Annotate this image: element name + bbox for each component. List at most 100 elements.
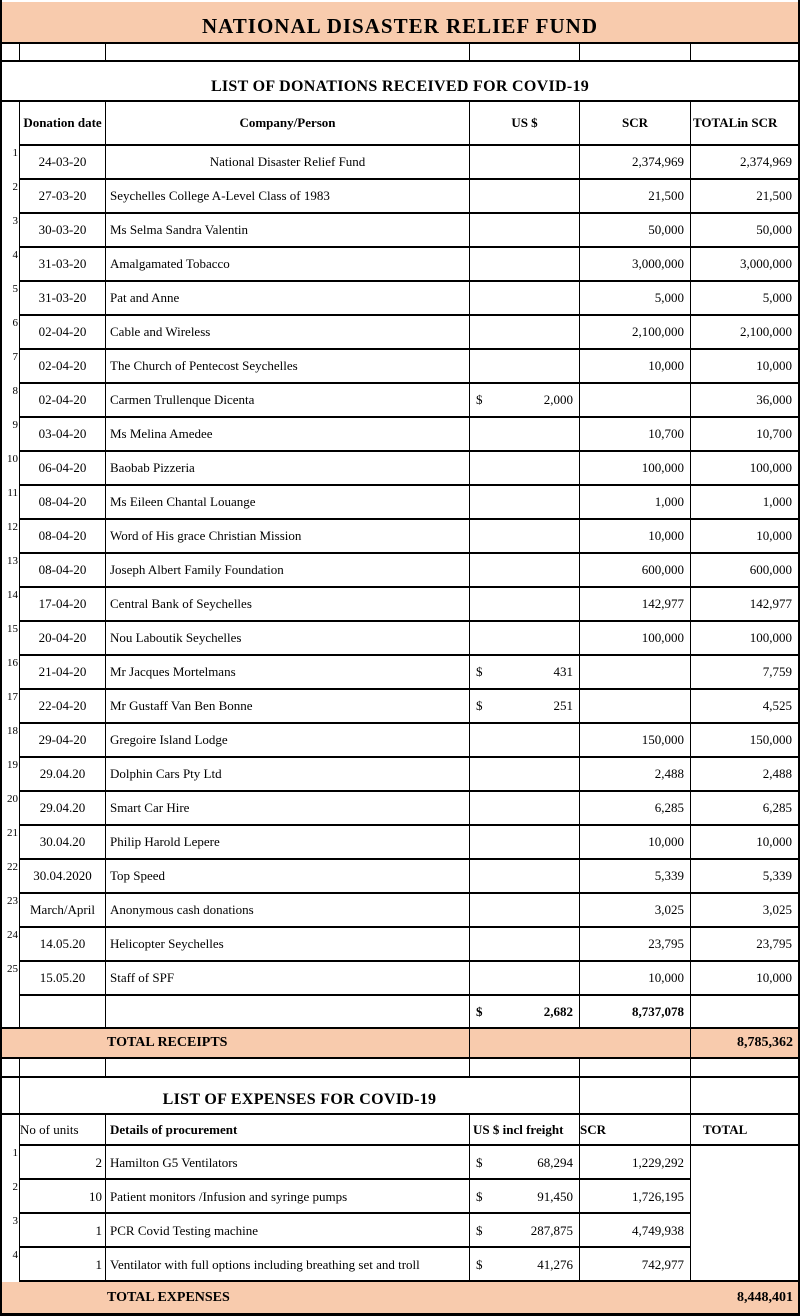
donation-date-cell: 02-04-20 (19, 316, 105, 350)
donation-row: 10 06-04-20 Baobab Pizzeria 100,000 100,000 (2, 452, 798, 486)
total-in-scr-cell: 600,000 (690, 554, 798, 588)
company-cell: Smart Car Hire (105, 792, 469, 826)
donation-date-cell: 27-03-20 (19, 180, 105, 214)
donation-row: 1 24-03-20 National Disaster Relief Fund 2,… (2, 146, 798, 180)
total-in-scr-cell: 142,977 (690, 588, 798, 622)
details-cell: PCR Covid Testing machine (105, 1214, 469, 1248)
donation-row: 11 08-04-20 Ms Eileen Chantal Louange 1,000… (2, 486, 798, 520)
scr-cell: 600,000 (579, 554, 690, 588)
donations-header-row: Donation date Company/Person US $ SCR TO… (2, 102, 798, 146)
donation-row: 17 22-04-20 Mr Gustaff Van Ben Bonne $251 4,… (2, 690, 798, 724)
row-number: 25 (2, 962, 19, 996)
total-receipts-value: 8,785,362 (690, 1029, 798, 1059)
usd-cell (469, 724, 579, 758)
expense-row: 3 1 PCR Covid Testing machine $287,875 4,749… (2, 1214, 798, 1248)
currency-symbol: $ (476, 664, 483, 679)
donation-date-cell: 02-04-20 (19, 350, 105, 384)
date-cell (19, 996, 105, 1029)
donation-date-cell: 02-04-20 (19, 384, 105, 418)
spacer-cell (2, 44, 19, 60)
row-number: 16 (2, 656, 19, 690)
row-number-header (2, 1115, 19, 1146)
row-number: 2 (2, 180, 19, 214)
total-expenses-row: TOTAL EXPENSES 8,448,401 (2, 1282, 798, 1316)
header-total-in-scr: TOTALin SCR (690, 102, 798, 146)
spacer-cell (469, 44, 579, 60)
row-number: 8 (2, 384, 19, 418)
scr-cell: 5,339 (579, 860, 690, 894)
donation-date-cell: 08-04-20 (19, 520, 105, 554)
usd-cell (469, 928, 579, 962)
row-number: 11 (2, 486, 19, 520)
donations-table-body: 1 24-03-20 National Disaster Relief Fund 2,… (2, 146, 798, 996)
usd-cell (469, 282, 579, 316)
units-cell: 10 (19, 1180, 105, 1214)
row-number: 15 (2, 622, 19, 656)
company-cell: Philip Harold Lepere (105, 826, 469, 860)
spacer-cell (19, 1059, 105, 1076)
usd-cell: $91,450 (469, 1180, 579, 1214)
usd-cell: $287,875 (469, 1214, 579, 1248)
company-cell: Top Speed (105, 860, 469, 894)
details-cell: Hamilton G5 Ventilators (105, 1146, 469, 1180)
company-cell: Joseph Albert Family Foundation (105, 554, 469, 588)
scr-cell: 10,700 (579, 418, 690, 452)
donation-date-cell: 30.04.2020 (19, 860, 105, 894)
header-no-of-units: No of units (19, 1115, 105, 1146)
company-cell: Mr Gustaff Van Ben Bonne (105, 690, 469, 724)
donation-date-cell: 14.05.20 (19, 928, 105, 962)
usd-subtotal-cell: $ 2,682 (469, 996, 579, 1029)
row-number: 24 (2, 928, 19, 962)
usd-cell: $68,294 (469, 1146, 579, 1180)
usd-cell (469, 452, 579, 486)
scr-cell: 10,000 (579, 962, 690, 996)
scr-cell: 142,977 (579, 588, 690, 622)
usd-cell (469, 520, 579, 554)
spacer-cell (105, 1059, 469, 1076)
currency-symbol: $ (476, 1003, 483, 1019)
donation-row: 12 08-04-20 Word of His grace Christian Mi… (2, 520, 798, 554)
donation-row: 25 15.05.20 Staff of SPF 10,000 10,000 (2, 962, 798, 996)
scr-cell: 4,749,938 (579, 1214, 690, 1248)
total-in-scr-cell: 100,000 (690, 452, 798, 486)
company-cell: Dolphin Cars Pty Ltd (105, 758, 469, 792)
usd-cell: $431 (469, 656, 579, 690)
spacer-cell (469, 1059, 579, 1076)
total-receipts-row: TOTAL RECEIPTS 8,785,362 (2, 1029, 798, 1059)
usd-cell (469, 248, 579, 282)
company-cell: Helicopter Seychelles (105, 928, 469, 962)
currency-symbol: $ (476, 1189, 483, 1204)
company-cell: Ms Eileen Chantal Louange (105, 486, 469, 520)
usd-value: 68,294 (537, 1155, 573, 1170)
donation-date-cell: 08-04-20 (19, 486, 105, 520)
total-in-scr-cell: 4,525 (690, 690, 798, 724)
usd-cell: $41,276 (469, 1248, 579, 1282)
donation-date-cell: 03-04-20 (19, 418, 105, 452)
donation-row: 22 30.04.2020 Top Speed 5,339 5,339 (2, 860, 798, 894)
donation-row: 23 March/April Anonymous cash donations 3,0… (2, 894, 798, 928)
currency-symbol: $ (476, 698, 483, 713)
row-number: 1 (2, 1146, 19, 1180)
scr-cell: 1,726,195 (579, 1180, 690, 1214)
total-in-scr-cell: 5,339 (690, 860, 798, 894)
scr-cell: 742,977 (579, 1248, 690, 1282)
document-title-band: NATIONAL DISASTER RELIEF FUND (2, 2, 798, 44)
usd-cell (469, 962, 579, 996)
donation-row: 4 31-03-20 Amalgamated Tobacco 3,000,000 3,0… (2, 248, 798, 282)
usd-cell (469, 146, 579, 180)
usd-cell: $251 (469, 690, 579, 724)
row-number: 4 (2, 1248, 19, 1282)
total-in-scr-cell: 3,025 (690, 894, 798, 928)
currency-symbol: $ (476, 392, 483, 407)
company-cell: Mr Jacques Mortelmans (105, 656, 469, 690)
row-number: 4 (2, 248, 19, 282)
usd-cell: $2,000 (469, 384, 579, 418)
row-number: 22 (2, 860, 19, 894)
empty-cell (579, 1078, 690, 1113)
scr-cell: 2,488 (579, 758, 690, 792)
scr-subtotal-cell: 8,737,078 (579, 996, 690, 1029)
total-cell (690, 1146, 798, 1180)
scr-cell (579, 656, 690, 690)
company-cell (105, 996, 469, 1029)
company-cell: National Disaster Relief Fund (105, 146, 469, 180)
